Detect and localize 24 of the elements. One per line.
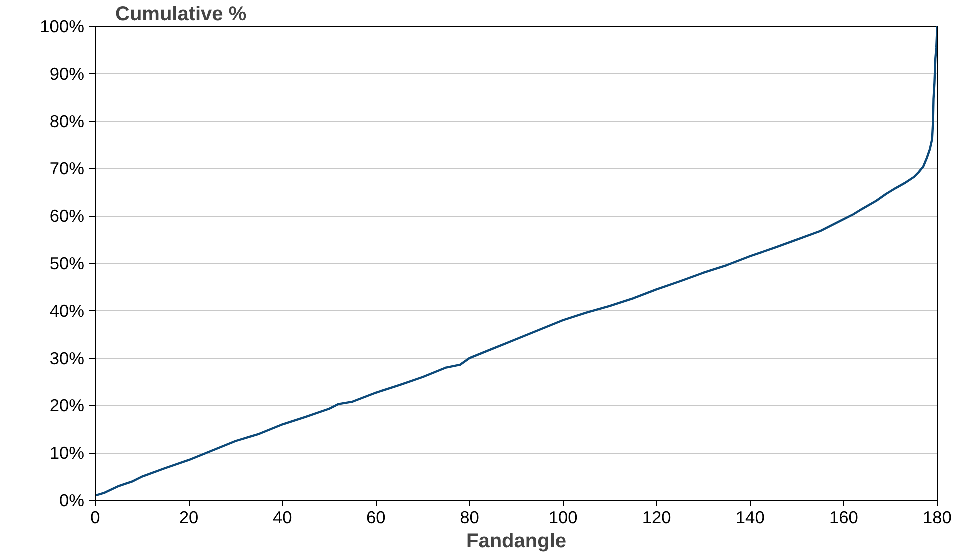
y-tick-label: 70% (50, 158, 85, 179)
x-tick-label: 180 (923, 508, 952, 528)
x-tick-label: 120 (642, 508, 672, 528)
x-tick-label: 60 (366, 508, 386, 528)
x-axis-title: Fandangle (466, 530, 567, 552)
x-tick-label: 140 (736, 508, 765, 528)
y-tick-label: 20% (50, 396, 85, 416)
y-tick-label: 40% (50, 300, 85, 321)
x-tick-label: 0 (90, 508, 100, 528)
y-tick-label: 10% (50, 443, 85, 464)
y-tick-label: 80% (50, 111, 85, 132)
y-tick-label: 100% (40, 16, 85, 36)
x-tick-label: 40 (272, 508, 292, 528)
x-tick-label: 100 (548, 508, 578, 528)
y-axis-title: Cumulative % (116, 4, 247, 26)
y-tick-label: 0% (59, 490, 84, 510)
y-tick-label: 60% (50, 206, 85, 226)
x-tick-label: 160 (829, 508, 858, 528)
line-series (96, 26, 938, 497)
y-tick-label: 50% (50, 254, 85, 274)
x-tick-label: 20 (179, 508, 199, 528)
x-tick-label: 80 (460, 508, 480, 528)
y-tick-label: 90% (50, 64, 85, 84)
y-tick-label: 30% (50, 348, 85, 368)
